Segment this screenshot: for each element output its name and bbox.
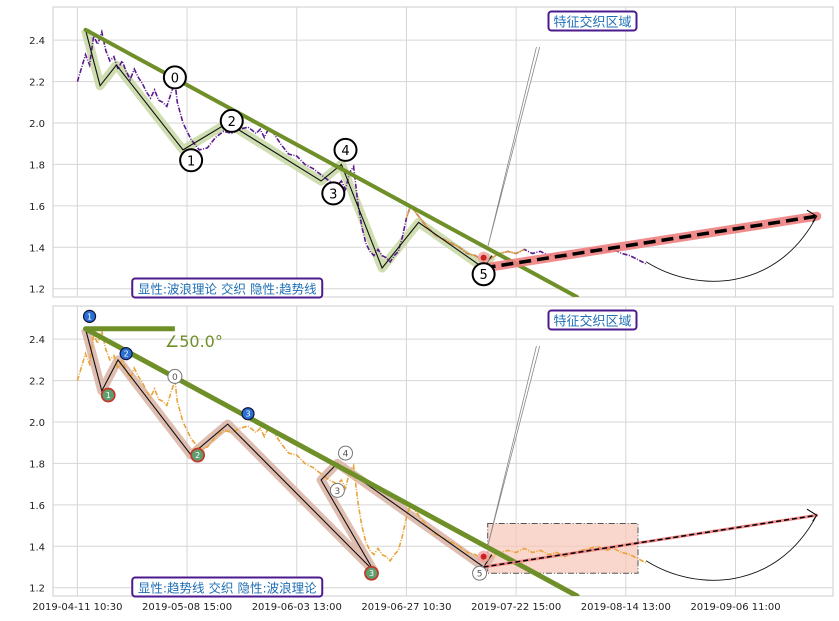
region-label: 特征交织区域 [553,15,631,31]
region-label-box [547,309,638,331]
y-tick-label: 2.0 [29,119,45,130]
y-tick-label: 1.4 [29,542,45,553]
y-tick-label: 1.6 [29,202,45,213]
projection-line [483,214,818,270]
wave-marker-circle [321,181,346,206]
wave-marker-label: 0 [172,373,178,383]
trendline-start-segment [85,28,176,79]
x-tick-label: 2019-04-11 10:30 [32,602,122,613]
x-tick-label: 2019-06-03 13:00 [252,602,342,613]
wave-marker-label: 4 [343,450,349,460]
angle-label: ∠50.0° [165,332,223,351]
wave-polyline [84,328,493,572]
wave-marker-label: 3 [335,487,341,497]
y-tick-label: 1.8 [29,160,45,171]
wave-marker-label: 0 [171,71,179,86]
y-tick-label: 2.0 [29,418,45,429]
y-tick-label: 2.2 [29,377,45,388]
y-tick-label: 1.4 [29,243,45,254]
wave-marker-label: 4 [341,144,349,159]
method-label-box [131,576,324,598]
trend-low-circle [190,447,206,463]
wave-marker-label: 2 [228,115,236,130]
trendline [83,326,580,596]
plot-area [76,326,819,596]
wave-marker-circle [338,445,353,461]
trend-marker-label: 2 [124,350,129,359]
trend-low-label: 3 [369,569,374,578]
region-label-box [547,10,638,32]
trend-marker-label: 3 [245,410,250,419]
feature-region-box [487,523,639,574]
y-tick-label: 2.4 [29,36,45,47]
trend-low-label: 1 [106,391,111,400]
y-tick-label: 1.8 [29,459,45,470]
trend-marker-circle [82,309,97,323]
top-panel: 1.2 1.4 1.6 1.8 2.0 2.2 2.4 0 1 2 3 4 5 特征交织区域显性:波浪理论… [29,6,834,299]
y-tick-label: 2.4 [29,335,45,346]
trend-marker-circle [241,407,255,421]
trend-marker-label: 1 [87,312,92,321]
method-label: 显性:趋势线 交织 隐性:波浪理论 [138,581,317,596]
wave-marker-label: 3 [329,187,337,202]
forecast-arc [645,216,818,282]
trend-low-circle [100,387,116,403]
wave-end-dot [480,254,487,261]
x-tick-label: 2019-05-08 15:00 [142,602,232,613]
wave-marker-circle [219,108,244,133]
x-tick-label: 2019-08-14 13:00 [581,602,671,613]
method-label: 显性:波浪理论 交织 隐性:趋势线 [138,282,317,297]
forecast-arc [645,515,818,581]
wave-marker-circle [162,65,187,90]
wave-marker-circle [471,262,496,287]
y-tick-label: 1.2 [29,285,45,296]
wave-marker-label: 5 [477,570,483,580]
projection-line [483,514,817,568]
wave-marker-label: 5 [479,268,487,283]
y-tick-label: 1.6 [29,501,45,512]
x-tick-label: 2019-07-22 15:00 [471,602,561,613]
plot-frame [52,6,834,298]
wave-end-dot [480,553,487,560]
x-tick-label: 2019-09-06 11:00 [690,602,780,613]
trend-marker-circle [119,347,133,361]
y-tick-label: 1.2 [29,584,45,595]
wave-polyline [84,29,493,270]
wave-marker-circle [179,148,204,173]
trend-low-label: 2 [195,451,200,460]
wave-marker-label: 1 [187,154,195,169]
bottom-panel: 1.2 1.4 1.6 1.8 2.0 2.2 2.4 ∠50.0° 0 4 3 5 1 2 3 1 2 3 特征交… [29,305,834,613]
price-series-line [76,327,647,564]
wave-marker-circle [472,565,488,581]
region-label: 特征交织区域 [553,314,631,330]
method-label-box [131,277,324,299]
x-tick-label: 2019-06-27 10:30 [361,602,451,613]
wave-marker-circle [167,368,183,384]
y-tick-label: 2.2 [29,78,45,89]
price-overlay-line [405,204,525,263]
wave-marker-circle [329,482,345,498]
wave-marker-circle [333,137,358,162]
trend-low-circle [364,565,379,581]
